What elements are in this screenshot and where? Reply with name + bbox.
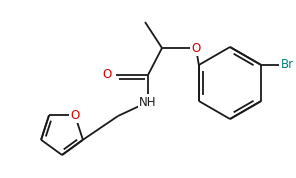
Text: O: O xyxy=(70,109,80,122)
Text: O: O xyxy=(103,69,112,82)
Text: O: O xyxy=(192,41,201,54)
Text: NH: NH xyxy=(139,96,157,109)
Text: Br: Br xyxy=(281,59,294,72)
